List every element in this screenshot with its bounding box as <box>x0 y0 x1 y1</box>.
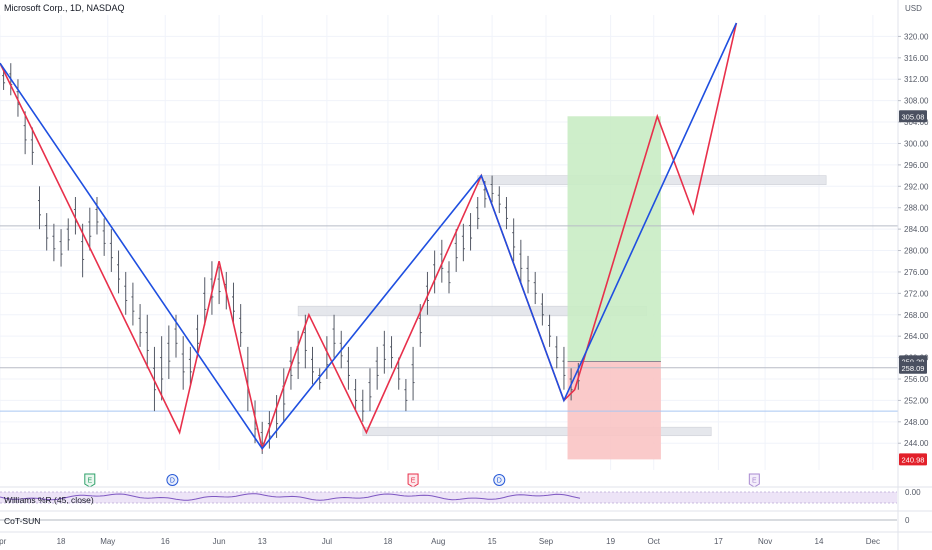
y-tick-label: 304.00 <box>904 118 929 127</box>
chart-title: Microsoft Corp., 1D, NASDAQ <box>4 3 125 13</box>
cot-label: CoT-SUN <box>4 516 40 526</box>
x-tick-label: Oct <box>648 537 661 546</box>
williams-axis-label: 0.00 <box>905 488 921 497</box>
time-axis[interactable]: Apr 18 May 16 Jun 13 Jul 18 Aug 15 Sep 19 Oct 17 Nov 14… <box>0 537 880 546</box>
horizontal-lines <box>0 225 898 412</box>
earnings-event-marker[interactable] <box>748 473 760 488</box>
williams-line <box>0 493 581 501</box>
y-tick-label: 248.00 <box>904 418 929 427</box>
x-tick-label: Jun <box>213 537 226 546</box>
price-badge-label: 305.08 <box>902 112 925 121</box>
williams-band <box>0 492 897 503</box>
y-tick-label: 284.00 <box>904 225 929 234</box>
event-marker-letter: D <box>170 478 175 485</box>
price-badge-label: 240.98 <box>902 455 925 464</box>
x-tick-label: 19 <box>606 537 615 546</box>
y-tick-label: 308.00 <box>904 97 929 106</box>
cot-axis-label: 0 <box>905 516 910 525</box>
zigzag-lines <box>0 22 738 452</box>
x-tick-label: 17 <box>714 537 723 546</box>
x-tick-label: Aug <box>431 537 445 546</box>
price-badge <box>899 110 927 123</box>
event-marker-letter: D <box>497 478 502 485</box>
x-tick-label: 18 <box>57 537 66 546</box>
x-tick-label: 14 <box>815 537 824 546</box>
stop-loss-zone[interactable] <box>567 361 661 460</box>
y-tick-label: 252.00 <box>904 396 929 405</box>
y-tick-label: 292.00 <box>904 182 929 191</box>
price-badge-label: 258.09 <box>902 364 925 373</box>
price-bars <box>2 63 580 454</box>
x-tick-label: May <box>100 537 115 546</box>
x-tick-label: Jul <box>322 537 332 546</box>
red-zigzag-line <box>0 22 738 452</box>
y-tick-label: 288.00 <box>904 204 929 213</box>
x-tick-label: 18 <box>383 537 392 546</box>
event-marker-letter: E <box>411 478 416 485</box>
x-tick-label: 15 <box>488 537 497 546</box>
x-tick-label: Nov <box>758 537 772 546</box>
long-position-tool[interactable] <box>567 116 661 460</box>
price-grid <box>0 15 898 470</box>
earnings-event-marker[interactable] <box>84 473 96 488</box>
x-tick-label: 13 <box>258 537 267 546</box>
x-tick-label: Dec <box>866 537 880 546</box>
x-tick-label: Sep <box>539 537 554 546</box>
price-badge <box>899 361 927 374</box>
y-tick-label: 272.00 <box>904 289 929 298</box>
blue-zigzag-line <box>0 22 738 450</box>
y-tick-label: 296.00 <box>904 161 929 170</box>
y-tick-label: 312.00 <box>904 75 929 84</box>
williams-label: Williams %R (45, close) <box>4 495 94 505</box>
earnings-event-marker[interactable] <box>407 473 419 488</box>
y-tick-label: 268.00 <box>904 311 929 320</box>
y-tick-label: 276.00 <box>904 268 929 277</box>
dividend-event-marker[interactable] <box>493 474 506 486</box>
currency-label: USD <box>905 4 922 13</box>
x-tick-label: Apr <box>0 537 7 546</box>
y-tick-label: 300.00 <box>904 139 929 148</box>
y-tick-label: 320.00 <box>904 32 929 41</box>
support-zone <box>362 426 712 437</box>
y-tick-label: 264.00 <box>904 332 929 341</box>
y-tick-label: 280.00 <box>904 247 929 256</box>
y-tick-label: 244.00 <box>904 439 929 448</box>
y-tick-label: 316.00 <box>904 54 929 63</box>
event-marker-letter: E <box>752 478 757 485</box>
event-marker-letter: E <box>87 478 92 485</box>
price-badge <box>899 453 927 466</box>
y-tick-label: 256.00 <box>904 375 929 384</box>
dividend-event-marker[interactable] <box>166 474 179 486</box>
x-tick-label: 16 <box>161 537 170 546</box>
price-axis[interactable]: 320.00 316.00 312.00 308.00 304.00 300.00 296.… <box>898 32 929 448</box>
